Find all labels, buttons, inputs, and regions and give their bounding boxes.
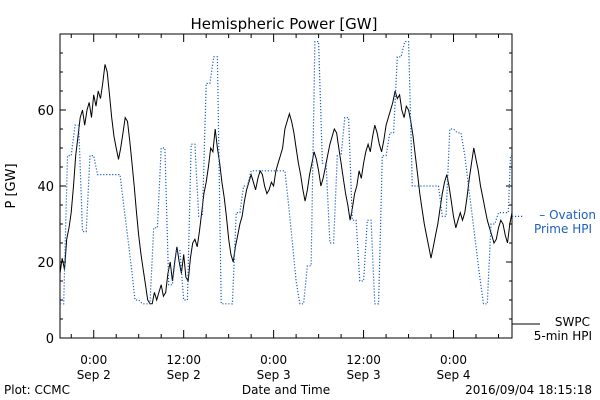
x-tick-time-label: 0:00 — [440, 353, 467, 367]
x-tick-date-label: Sep 3 — [347, 368, 381, 382]
y-tick-label: 60 — [37, 104, 54, 119]
plot-timestamp: 2016/09/04 18:15:18 — [465, 383, 592, 397]
y-tick-label: 40 — [37, 180, 54, 195]
x-tick-time-label: 0:00 — [80, 353, 107, 367]
x-tick-date-label: Sep 2 — [77, 368, 111, 382]
y-tick-label: 20 — [37, 256, 54, 271]
x-tick-time-label: 0:00 — [260, 353, 287, 367]
plot-source-label: Plot: CCMC — [4, 383, 70, 397]
swpc-legend-label-2: 5-min HPI — [534, 329, 592, 343]
ovation-prime-hpi-line — [60, 41, 512, 305]
x-axis-label: Date and Time — [242, 383, 330, 397]
swpc-legend-label: SWPC — [555, 315, 590, 329]
x-tick-date-label: Sep 4 — [436, 368, 470, 382]
series-layer — [60, 41, 512, 305]
x-tick-time-label: 12:00 — [346, 353, 381, 367]
y-axis-label: P [GW] — [4, 163, 19, 208]
x-tick-date-label: Sep 2 — [167, 368, 201, 382]
chart-title: Hemispheric Power [GW] — [191, 15, 378, 33]
x-tick-time-label: 12:00 — [166, 353, 201, 367]
swpc-hpi-line — [60, 64, 512, 305]
ovation-legend-label-2: Prime HPI — [534, 222, 592, 236]
x-tick-date-label: Sep 3 — [257, 368, 291, 382]
ovation-legend-label: – Ovation — [539, 208, 596, 222]
y-tick-label: 0 — [46, 332, 54, 347]
y-axis-ticks: 0 20 40 60 — [37, 52, 512, 347]
